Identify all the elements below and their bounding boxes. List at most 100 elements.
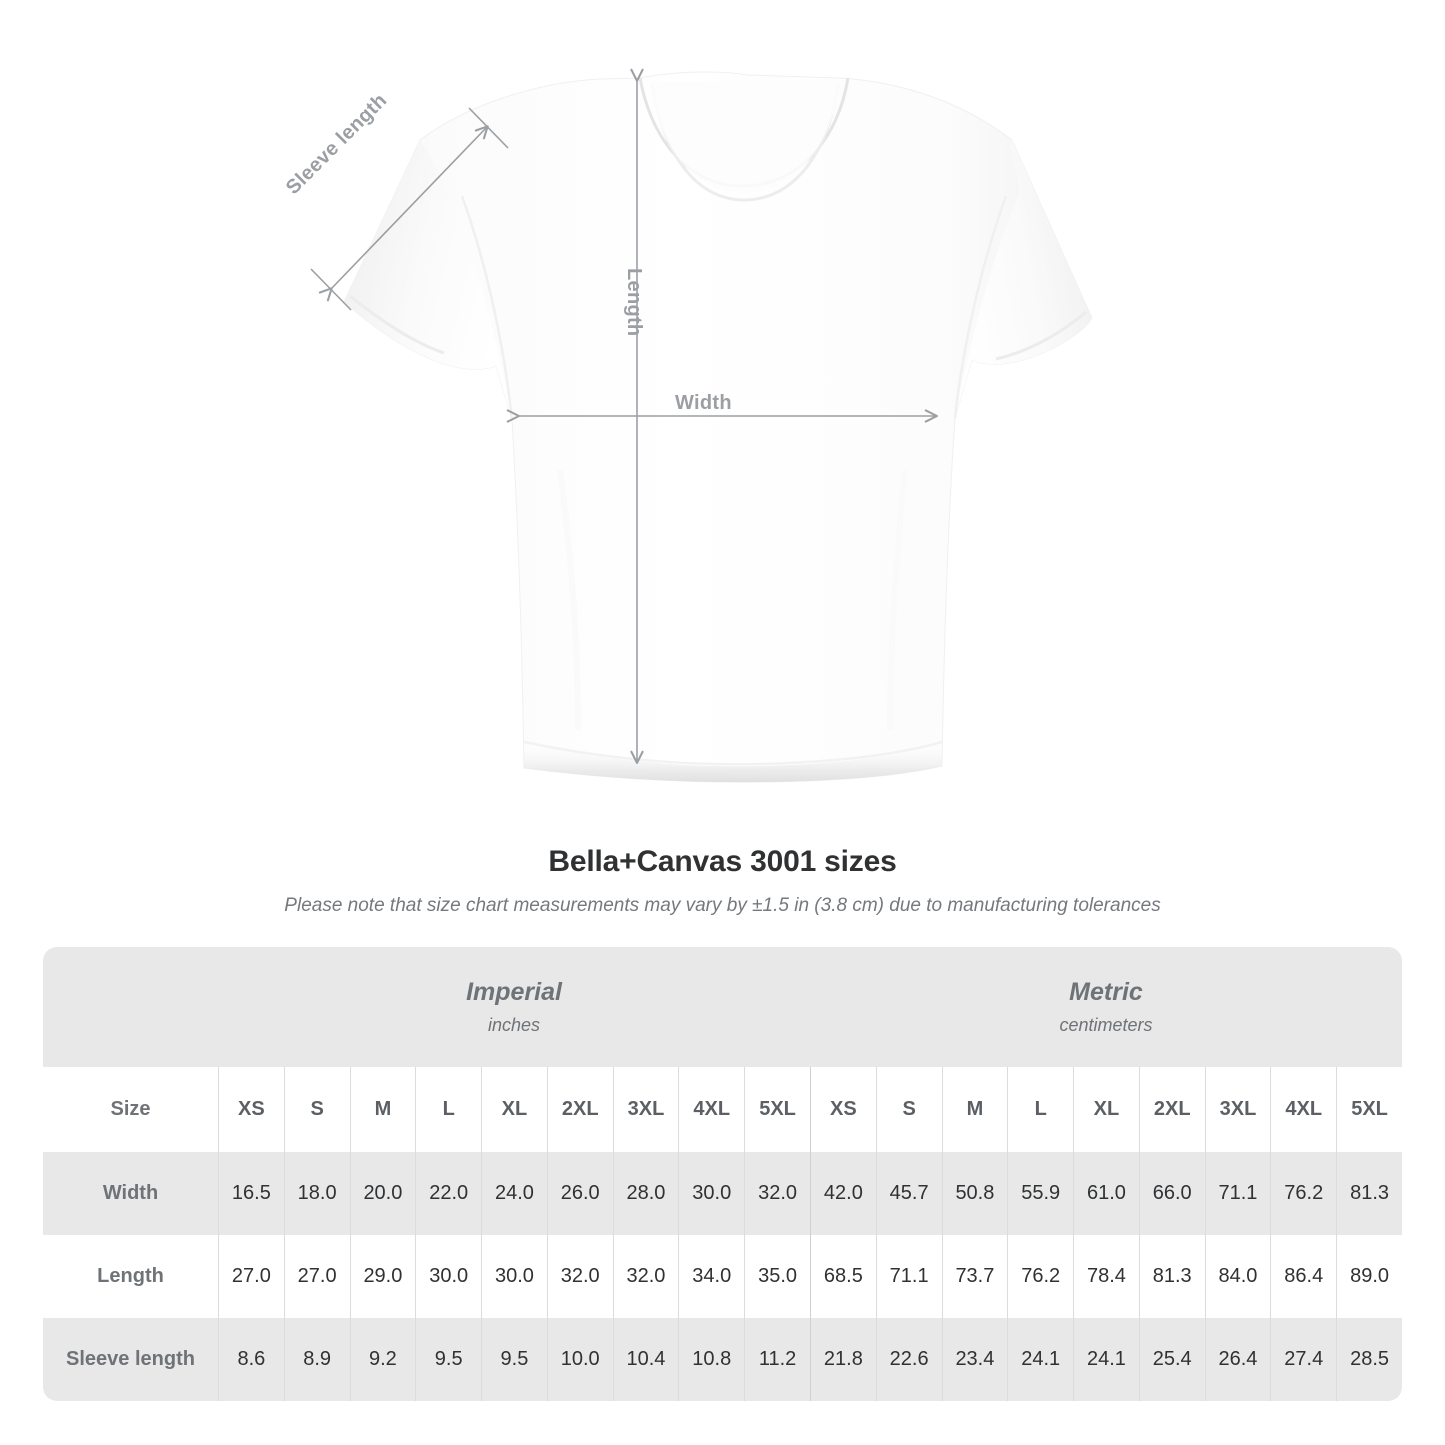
size-header-imp-4xl: 4XL xyxy=(678,1067,745,1152)
size-header-met-s: S xyxy=(875,1067,942,1152)
cell-sleeve-imp-5xl: 11.2 xyxy=(744,1318,810,1401)
cell-length-imp-5xl: 35.0 xyxy=(744,1235,810,1318)
cell-width-met-m: 50.8 xyxy=(941,1152,1008,1235)
unit-sub-imperial: inches xyxy=(487,1015,541,1035)
unit-header-blank xyxy=(43,947,218,1067)
cell-width-imp-m: 20.0 xyxy=(349,1152,416,1235)
sleeve-cap-bottom xyxy=(310,268,352,311)
cell-sleeve-imp-3xl: 10.4 xyxy=(612,1318,679,1401)
cell-sleeve-imp-m: 9.2 xyxy=(349,1318,416,1401)
row-label-width: Width xyxy=(43,1152,218,1235)
cell-sleeve-imp-4xl: 10.8 xyxy=(678,1318,745,1401)
size-header-met-xl: XL xyxy=(1073,1067,1139,1152)
cell-sleeve-imp-2xl: 10.0 xyxy=(546,1318,613,1401)
cell-length-met-s: 71.1 xyxy=(875,1235,942,1318)
size-header-met-2xl: 2XL xyxy=(1138,1067,1205,1152)
width-label: Width xyxy=(675,392,732,414)
collar-fill xyxy=(649,81,841,193)
cell-width-imp-5xl: 32.0 xyxy=(744,1152,810,1235)
cell-length-met-3xl: 84.0 xyxy=(1204,1235,1271,1318)
unit-name-imperial: Imperial xyxy=(466,978,562,1006)
cell-width-imp-s: 18.0 xyxy=(283,1152,350,1235)
cell-width-met-4xl: 76.2 xyxy=(1270,1152,1337,1235)
cell-sleeve-met-s: 22.6 xyxy=(875,1318,942,1401)
cell-length-imp-4xl: 34.0 xyxy=(678,1235,745,1318)
cell-sleeve-imp-l: 9.5 xyxy=(415,1318,482,1401)
bottom-hem-shadow xyxy=(524,742,942,783)
title-block: Bella+Canvas 3001 sizes Please note that… xyxy=(0,845,1445,917)
table-row: Sleeve length 8.6 8.9 9.2 9.5 9.5 10.0 1… xyxy=(43,1318,1402,1401)
cell-length-imp-2xl: 32.0 xyxy=(546,1235,613,1318)
cell-width-imp-2xl: 26.0 xyxy=(546,1152,613,1235)
fold-left xyxy=(557,469,581,731)
cell-sleeve-met-5xl: 28.5 xyxy=(1336,1318,1402,1401)
size-header-imp-3xl: 3XL xyxy=(612,1067,679,1152)
size-header-met-4xl: 4XL xyxy=(1270,1067,1337,1152)
table-row: Length 27.0 27.0 29.0 30.0 30.0 32.0 32.… xyxy=(43,1235,1402,1318)
size-header-imp-5xl: 5XL xyxy=(744,1067,810,1152)
unit-header-imperial: Imperial inches xyxy=(218,947,810,1067)
column-header-size: Size xyxy=(43,1067,218,1152)
cell-width-met-l: 55.9 xyxy=(1007,1152,1074,1235)
size-header-imp-l: L xyxy=(415,1067,482,1152)
size-header-imp-m: M xyxy=(349,1067,416,1152)
size-header-met-3xl: 3XL xyxy=(1204,1067,1271,1152)
cell-width-imp-3xl: 28.0 xyxy=(612,1152,679,1235)
cell-sleeve-met-m: 23.4 xyxy=(941,1318,1008,1401)
cell-width-met-5xl: 81.3 xyxy=(1336,1152,1402,1235)
fold-right xyxy=(887,469,908,731)
cell-sleeve-met-xs: 21.8 xyxy=(810,1318,876,1401)
cell-length-met-xl: 78.4 xyxy=(1073,1235,1139,1318)
cell-sleeve-imp-xl: 9.5 xyxy=(481,1318,547,1401)
sleeve-hem-right xyxy=(995,310,1087,361)
cell-length-met-2xl: 81.3 xyxy=(1138,1235,1205,1318)
cell-sleeve-met-2xl: 25.4 xyxy=(1138,1318,1205,1401)
cell-width-met-3xl: 71.1 xyxy=(1204,1152,1271,1235)
sleeve-hem-left xyxy=(349,294,445,355)
cell-width-imp-xs: 16.5 xyxy=(218,1152,284,1235)
size-header-met-m: M xyxy=(941,1067,1008,1152)
sleeve-cap-top xyxy=(468,107,509,149)
size-header-row: Size XS S M L XL 2XL 3XL 4XL 5XL XS S M … xyxy=(43,1067,1402,1152)
tolerance-note: Please note that size chart measurements… xyxy=(284,895,1161,916)
size-header-imp-2xl: 2XL xyxy=(546,1067,613,1152)
cell-sleeve-imp-xs: 8.6 xyxy=(218,1318,284,1401)
cell-width-imp-l: 22.0 xyxy=(415,1152,482,1235)
tshirt-sleeve-right xyxy=(955,140,1092,418)
size-table: Imperial inches Metric centimeters Size … xyxy=(43,947,1402,1401)
row-label-length: Length xyxy=(43,1235,218,1318)
sleeve-arrow xyxy=(318,125,489,302)
row-label-sleeve-length: Sleeve length xyxy=(43,1318,218,1401)
size-header-met-5xl: 5XL xyxy=(1336,1067,1402,1152)
armhole-seam-right xyxy=(953,195,1008,419)
cell-sleeve-met-xl: 24.1 xyxy=(1073,1318,1139,1401)
cell-width-met-xs: 42.0 xyxy=(810,1152,876,1235)
cell-length-met-l: 76.2 xyxy=(1007,1235,1074,1318)
size-header-met-l: L xyxy=(1007,1067,1074,1152)
cell-sleeve-met-3xl: 26.4 xyxy=(1204,1318,1271,1401)
size-header-imp-xl: XL xyxy=(481,1067,547,1152)
tshirt-illustration: Sleeve length Length Width xyxy=(282,68,1093,783)
cell-length-imp-xs: 27.0 xyxy=(218,1235,284,1318)
size-header-imp-s: S xyxy=(283,1067,350,1152)
cell-length-met-5xl: 89.0 xyxy=(1336,1235,1402,1318)
cell-width-met-s: 45.7 xyxy=(875,1152,942,1235)
cell-length-met-4xl: 86.4 xyxy=(1270,1235,1337,1318)
measurement-arrows xyxy=(310,68,938,764)
table-row: Width 16.5 18.0 20.0 22.0 24.0 26.0 28.0… xyxy=(43,1152,1402,1235)
cell-sleeve-met-l: 24.1 xyxy=(1007,1318,1074,1401)
cell-width-met-2xl: 66.0 xyxy=(1138,1152,1205,1235)
cell-length-imp-s: 27.0 xyxy=(283,1235,350,1318)
page-title: Bella+Canvas 3001 sizes xyxy=(548,845,897,878)
cell-length-imp-3xl: 32.0 xyxy=(612,1235,679,1318)
cell-width-met-xl: 61.0 xyxy=(1073,1152,1139,1235)
cell-width-imp-xl: 24.0 xyxy=(481,1152,547,1235)
unit-name-metric: Metric xyxy=(1069,978,1143,1006)
cell-length-imp-m: 29.0 xyxy=(349,1235,416,1318)
cell-sleeve-imp-s: 8.9 xyxy=(283,1318,350,1401)
cell-length-met-xs: 68.5 xyxy=(810,1235,876,1318)
cell-sleeve-met-4xl: 27.4 xyxy=(1270,1318,1337,1401)
unit-sub-metric: centimeters xyxy=(1059,1015,1153,1035)
cell-length-imp-l: 30.0 xyxy=(415,1235,482,1318)
